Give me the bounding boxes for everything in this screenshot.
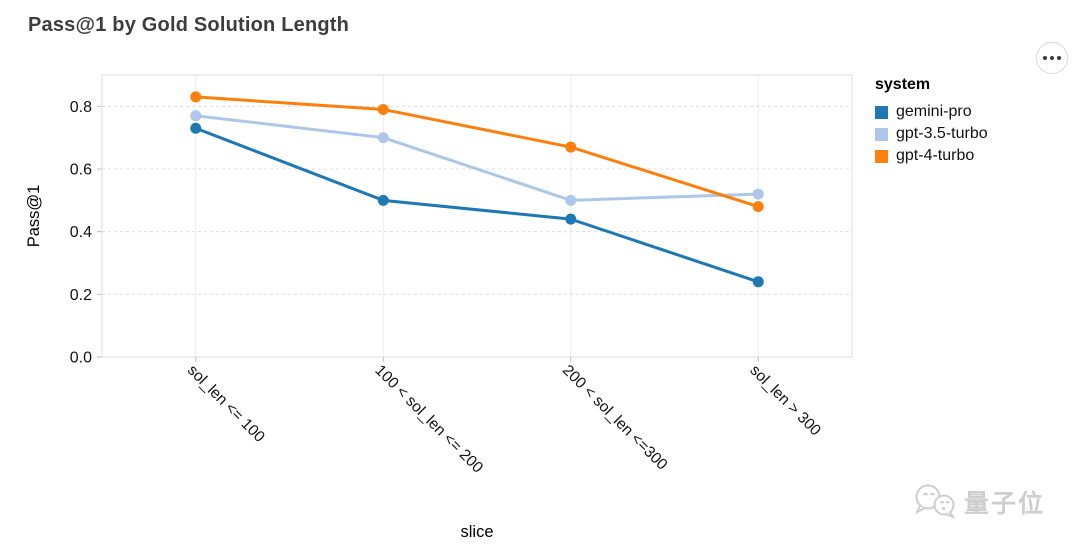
legend-item-label: gemini-pro [896, 103, 972, 120]
chart-title: Pass@1 by Gold Solution Length [28, 14, 350, 36]
data-point-gpt-4-turbo-0 [190, 91, 202, 103]
data-point-gemini-pro-3 [752, 276, 764, 288]
more-options-button[interactable] [1036, 42, 1068, 74]
data-point-gpt-4-turbo-3 [752, 201, 764, 213]
data-point-gpt-3.5-turbo-1 [377, 132, 389, 144]
y-tick-label: 0.0 [70, 350, 92, 367]
y-tick-label: 0.8 [70, 99, 92, 116]
data-point-gpt-3.5-turbo-3 [752, 188, 764, 200]
data-point-gemini-pro-0 [190, 122, 202, 134]
line-gpt-4-turbo [194, 95, 760, 209]
y-tick-label: 0.4 [70, 224, 92, 241]
legend-swatch-icon [875, 127, 888, 141]
legend-swatch-icon [875, 149, 888, 163]
y-tick-label: 0.2 [70, 287, 92, 304]
chat-bubbles-icon [914, 484, 956, 520]
x-tick-label: sol_len > 300 [746, 362, 824, 440]
line-gpt-3.5-turbo [194, 114, 760, 202]
y-tick-label: 0.6 [70, 162, 92, 179]
line-gemini-pro [194, 126, 760, 284]
data-point-gpt-3.5-turbo-0 [190, 110, 202, 122]
data-point-gpt-4-turbo-1 [377, 103, 389, 115]
legend-title: system [875, 76, 931, 93]
data-point-gemini-pro-2 [565, 213, 577, 225]
legend-item-gemini-pro: gemini-pro [875, 101, 988, 123]
x-tick-label: 100 < sol_len <= 200 [371, 362, 486, 477]
plot-border [101, 74, 853, 358]
x-tick-label: 200 < sol_len <=300 [559, 362, 671, 474]
legend-item-label: gpt-4-turbo [896, 147, 975, 164]
x-tick-label: sol_len <= 100 [184, 362, 268, 446]
watermark-text: 量子位 [964, 490, 1046, 518]
watermark: 量子位 [912, 483, 1045, 521]
data-point-gpt-4-turbo-2 [565, 141, 577, 153]
x-axis-title: slice [460, 523, 493, 541]
ellipsis-icon [1043, 56, 1061, 60]
legend: system gemini-pro gpt-3.5-turbo gpt-4-tu… [875, 76, 988, 167]
data-point-gemini-pro-1 [377, 194, 389, 206]
legend-item-gpt-3.5-turbo: gpt-3.5-turbo [875, 123, 988, 145]
data-point-gpt-3.5-turbo-2 [565, 194, 577, 206]
legend-swatch-icon [875, 105, 888, 119]
legend-item-label: gpt-3.5-turbo [896, 125, 988, 142]
legend-item-gpt-4-turbo: gpt-4-turbo [875, 145, 988, 167]
y-axis-title: Pass@1 [25, 185, 43, 248]
